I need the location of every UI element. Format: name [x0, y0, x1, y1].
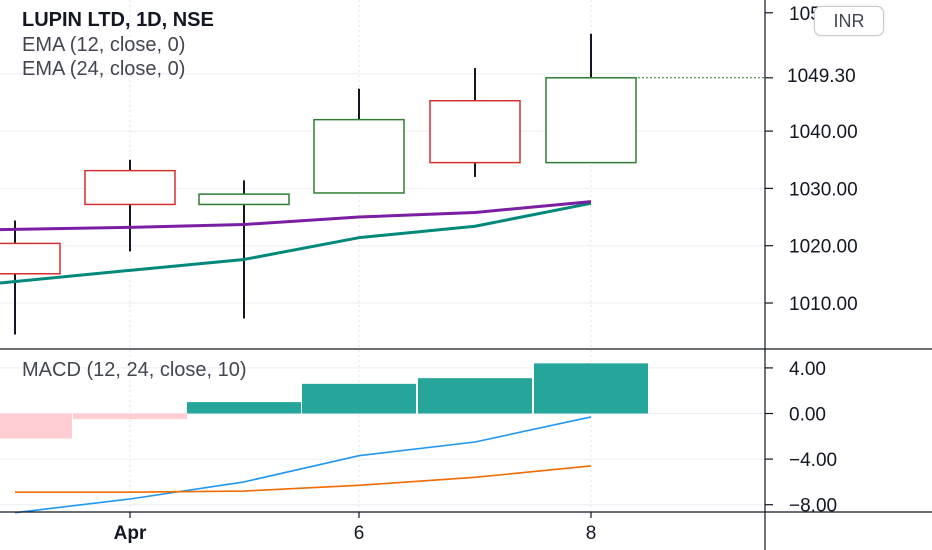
candle-body[interactable]: [545, 77, 637, 164]
macd-legend[interactable]: MACD (12, 24, close, 10): [22, 359, 247, 381]
price-tick-label: 1040.00: [789, 122, 858, 143]
ema-12-line[interactable]: [0, 201, 592, 285]
price-tick-label: 1020.00: [789, 237, 858, 258]
signal-line[interactable]: [15, 465, 592, 493]
candle-body[interactable]: [313, 118, 405, 194]
price-tick-label: 1030.00: [789, 179, 858, 200]
candle-body[interactable]: [429, 99, 521, 164]
macd-histogram-bar[interactable]: [302, 383, 416, 414]
x-tick-label: 6: [354, 523, 365, 544]
macd-histogram-bar[interactable]: [187, 402, 301, 414]
currency-button[interactable]: INR: [814, 6, 884, 36]
macd-histogram-bar[interactable]: [73, 413, 187, 420]
macd-tick-label: 0.00: [789, 405, 826, 426]
macd-tick-label: −8.00: [789, 496, 837, 517]
candle-body[interactable]: [84, 169, 176, 206]
macd-histogram-bar[interactable]: [0, 413, 72, 439]
candle-body[interactable]: [0, 242, 61, 275]
ema-24-line[interactable]: [0, 200, 592, 232]
macd-pane[interactable]: [0, 363, 648, 514]
symbol-legend[interactable]: LUPIN LTD, 1D, NSE: [22, 9, 214, 31]
ema-short-legend[interactable]: EMA (12, close, 0): [22, 34, 186, 56]
price-pane[interactable]: [0, 33, 765, 335]
x-tick-label: Apr: [114, 523, 147, 544]
macd-line[interactable]: [14, 416, 592, 514]
macd-tick-label: 4.00: [789, 359, 826, 380]
price-tick-label: 1010.00: [789, 294, 858, 315]
x-tick-label: 8: [586, 523, 597, 544]
macd-tick-label: −4.00: [789, 450, 837, 471]
candle-body[interactable]: [198, 193, 290, 206]
macd-histogram-bar[interactable]: [418, 378, 532, 414]
macd-histogram-bar[interactable]: [534, 363, 648, 414]
ema-long-legend[interactable]: EMA (24, close, 0): [22, 58, 186, 80]
last-price-label: 1049.30: [784, 66, 859, 88]
